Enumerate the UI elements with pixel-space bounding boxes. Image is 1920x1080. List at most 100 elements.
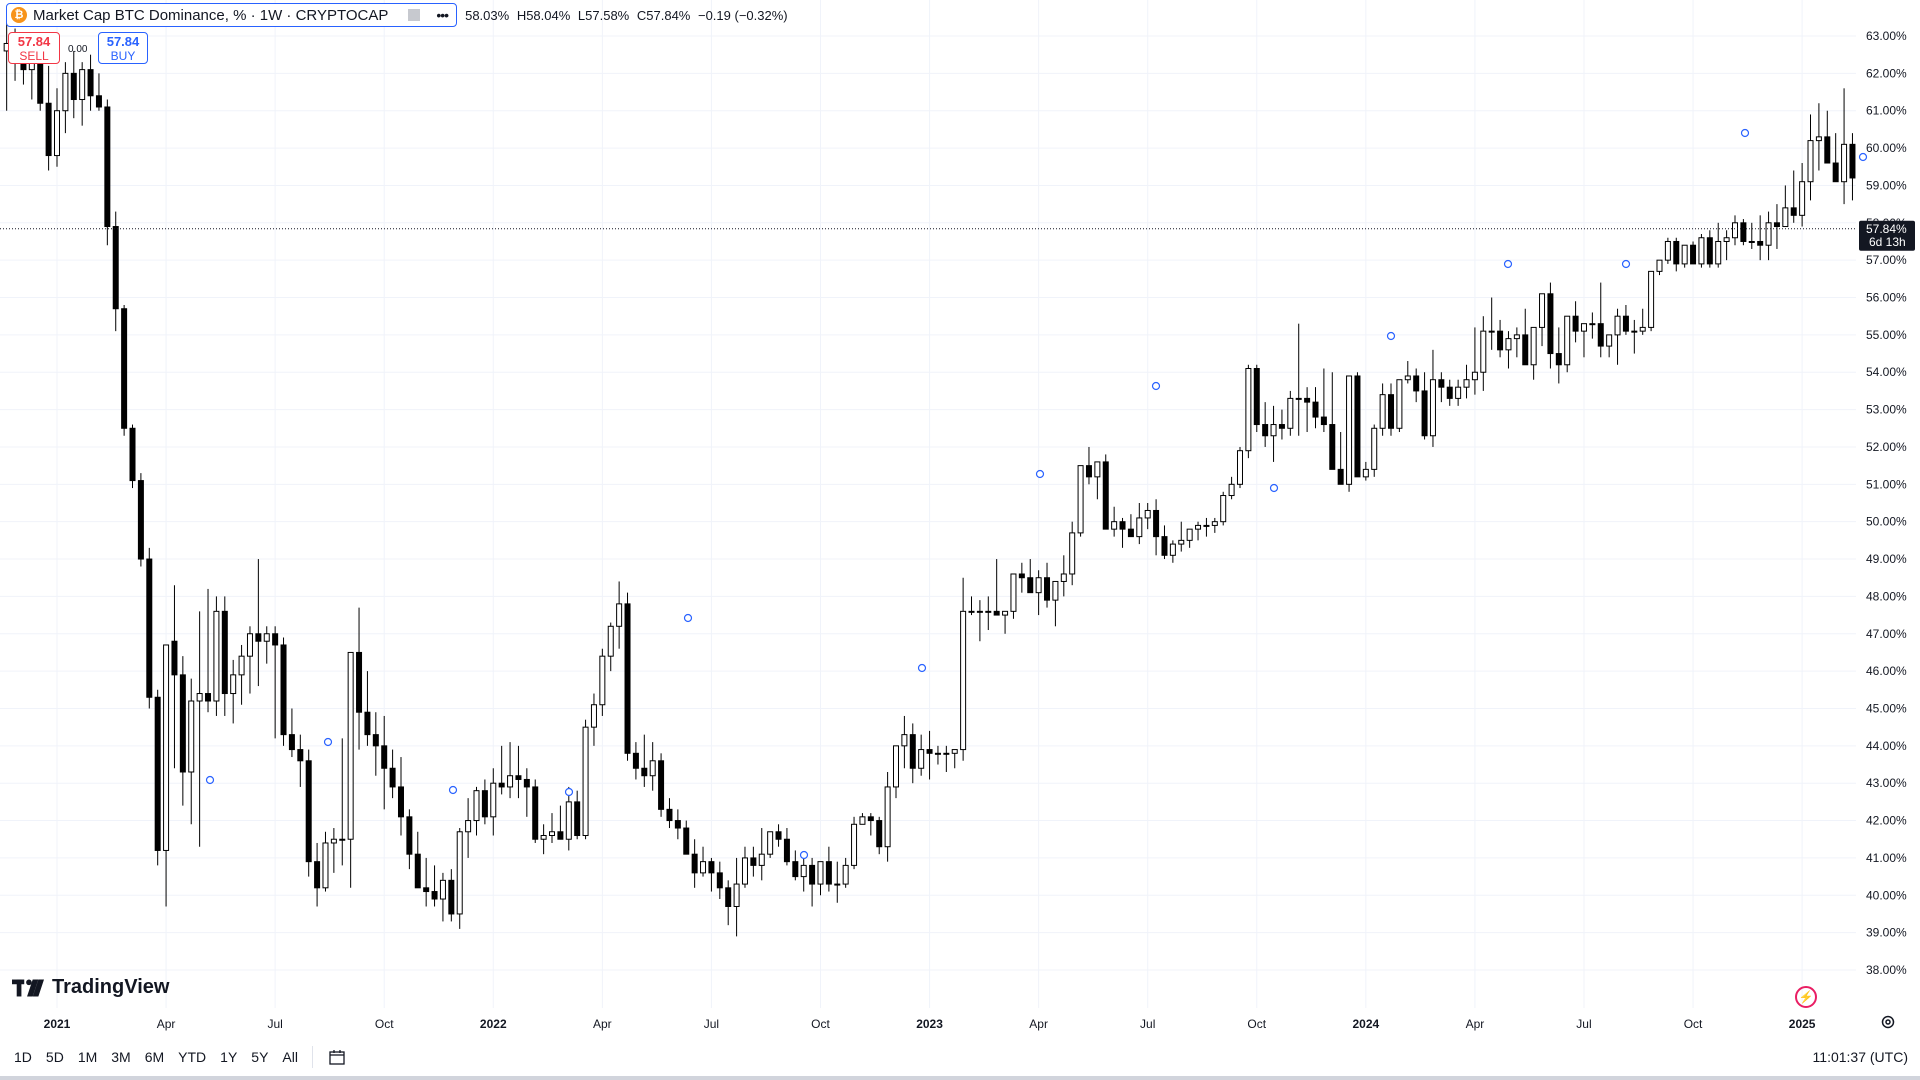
range-all-button[interactable]: All (282, 1049, 298, 1065)
candle (1153, 499, 1160, 556)
candle (851, 816, 858, 870)
candle-body-up (1539, 293, 1546, 328)
candle (1597, 282, 1604, 358)
candle (490, 768, 497, 836)
candle (934, 745, 941, 765)
lightning-icon[interactable]: ⚡ (1795, 986, 1817, 1008)
event-marker[interactable] (564, 787, 574, 797)
candle (121, 304, 128, 436)
event-marker[interactable] (1740, 128, 1750, 138)
candle-body-up (54, 110, 60, 157)
symbol-title[interactable]: Market Cap BTC Dominance, % · 1W · CRYPT… (33, 6, 389, 24)
candle (213, 596, 220, 716)
candle-body-up (188, 700, 195, 773)
time-axis[interactable]: 2021 Apr Jul Oct 2022 Apr Jul Oct 2023 Apr Jul Oct 2… (44, 1017, 1816, 1031)
price-tick-label: 55.00% (1866, 328, 1907, 342)
event-marker[interactable] (323, 737, 333, 747)
current-price-label: 57.84% (1866, 222, 1907, 236)
range-1y-button[interactable]: 1Y (220, 1049, 238, 1065)
candle-body-down (121, 308, 128, 429)
candle (708, 857, 715, 892)
candle (1354, 372, 1361, 478)
price-tick-label: 44.00% (1866, 739, 1907, 753)
range-5y-button[interactable]: 5Y (251, 1049, 269, 1065)
candle (439, 872, 446, 922)
candle (750, 846, 757, 877)
event-marker[interactable] (1151, 381, 1161, 391)
candle-body-up (1396, 379, 1403, 429)
candle (62, 62, 69, 134)
candle-body-down (1388, 394, 1395, 429)
candle (909, 723, 916, 784)
candle-body-up (700, 861, 707, 874)
candle (1732, 215, 1738, 246)
toolbar-divider (311, 1046, 313, 1068)
event-marker[interactable] (1858, 152, 1868, 162)
calendar-range-icon[interactable] (329, 1049, 347, 1065)
candle-body-up (976, 610, 983, 613)
symbol-title-box[interactable]: ₿ Market Cap BTC Dominance, % · 1W · CRY… (6, 3, 458, 27)
candle-body-up (213, 610, 220, 702)
candle (272, 626, 279, 739)
tradingview-logo-icon (12, 979, 44, 996)
range-3m-button[interactable]: 3M (111, 1049, 131, 1065)
candle-body-up (1723, 237, 1730, 242)
price-tick-label: 43.00% (1866, 776, 1907, 790)
event-marker[interactable] (683, 613, 693, 623)
candle (54, 88, 60, 167)
event-marker[interactable] (1621, 259, 1631, 269)
event-marker[interactable] (1269, 483, 1279, 493)
candle (1211, 517, 1218, 533)
candle-body-down (397, 786, 404, 818)
candle-series (3, 21, 1856, 937)
candle-body-up (1379, 394, 1386, 429)
range-1d-button[interactable]: 1D (14, 1049, 32, 1065)
candle-body-up (339, 838, 346, 841)
candle-body-up (79, 69, 86, 101)
event-marker[interactable] (1503, 259, 1513, 269)
candle (1648, 270, 1655, 332)
candle (397, 757, 404, 836)
horizontal-scrollbar[interactable] (0, 1076, 1920, 1080)
event-marker[interactable] (1035, 469, 1045, 479)
candle (993, 559, 1000, 616)
range-5d-button[interactable]: 5D (45, 1049, 64, 1065)
candle (741, 846, 748, 888)
candle (297, 734, 304, 787)
event-marker[interactable] (448, 785, 458, 795)
event-marker[interactable] (1386, 331, 1396, 341)
settings-gear-icon[interactable] (1880, 1014, 1896, 1030)
range-6m-button[interactable]: 6M (144, 1049, 165, 1065)
range-ytd-button[interactable]: YTD (178, 1049, 207, 1065)
event-marker[interactable] (917, 663, 927, 673)
candle-body-up (507, 775, 514, 788)
candle (104, 99, 111, 246)
price-axis[interactable]: 38.00% 39.00% 40.00% 41.00% 42.00% 43.00% 44.0… (1866, 29, 1907, 977)
candle (1295, 323, 1302, 436)
sell-button[interactable]: 57.84 SELL (8, 32, 60, 64)
candle (255, 559, 262, 687)
more-options-icon[interactable]: ••• (436, 7, 449, 23)
event-marker[interactable] (799, 850, 809, 860)
candle (1539, 293, 1546, 347)
utc-clock[interactable]: 11:01:37 (UTC) (1812, 1049, 1908, 1065)
candle (507, 742, 514, 799)
candle (733, 857, 740, 937)
candle (1748, 222, 1755, 249)
tradingview-logo[interactable]: TradingView (12, 976, 169, 999)
candle (1027, 559, 1034, 594)
ohlc-values: 58.03% H58.04% L57.58% C57.84% −0.19 (−0… (465, 8, 792, 23)
candle (137, 473, 144, 567)
candle-body-up (901, 734, 908, 747)
candle-body-up (1471, 371, 1478, 381)
range-1m-button[interactable]: 1M (77, 1049, 98, 1065)
buy-button[interactable]: 57.84 BUY (98, 32, 148, 64)
candle-body-up (741, 857, 748, 885)
candle-body-up (439, 879, 446, 900)
candle (1203, 517, 1210, 537)
event-marker[interactable] (205, 775, 215, 785)
time-tick-label: Apr (593, 1017, 612, 1031)
visibility-icon[interactable] (408, 9, 421, 21)
candle (716, 861, 723, 900)
